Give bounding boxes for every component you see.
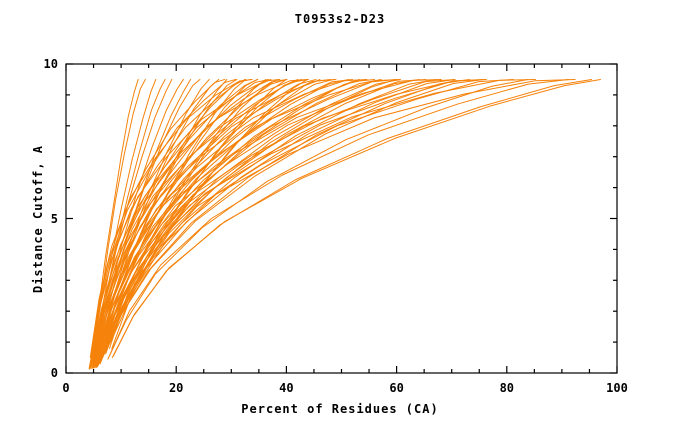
series-line xyxy=(96,78,308,368)
x-tick-label: 40 xyxy=(279,381,294,395)
series-line xyxy=(111,78,593,359)
x-tick-label: 100 xyxy=(606,381,628,395)
series-line xyxy=(98,78,368,351)
series-line xyxy=(93,78,288,357)
y-tick-label: 10 xyxy=(43,57,58,71)
series-line xyxy=(94,78,308,351)
x-axis-label: Percent of Residues (CA) xyxy=(241,402,439,416)
series-line xyxy=(100,78,427,355)
y-tick-label: 5 xyxy=(50,211,58,226)
tick-layer xyxy=(65,63,618,374)
x-tick-label: 80 xyxy=(499,381,515,395)
series-line xyxy=(111,78,576,350)
series-line xyxy=(99,78,397,365)
series-layer xyxy=(88,78,601,370)
series-line xyxy=(100,78,401,351)
series-line xyxy=(92,78,302,363)
series-line xyxy=(95,78,337,351)
series-line xyxy=(91,78,287,363)
series-line xyxy=(101,78,485,359)
series-line xyxy=(92,78,281,352)
x-tick-label: 60 xyxy=(389,381,404,395)
series-line xyxy=(105,78,514,355)
series-line xyxy=(94,78,309,357)
y-tick-label: 0 xyxy=(50,366,58,380)
series-line xyxy=(96,78,354,357)
plot-frame xyxy=(65,63,618,374)
series-line xyxy=(107,78,529,360)
series-line xyxy=(109,78,536,349)
series-line xyxy=(96,78,360,366)
x-tick-label: 0 xyxy=(62,381,70,395)
x-tick-label: 20 xyxy=(168,381,184,395)
series-line xyxy=(102,78,442,350)
series-line xyxy=(105,78,487,351)
series-line xyxy=(89,78,226,359)
series-line xyxy=(90,78,253,352)
series-line xyxy=(109,78,570,355)
chart-title: T0953s2-D23 xyxy=(294,12,386,26)
series-line xyxy=(90,78,237,358)
series-line xyxy=(97,78,299,365)
series-line xyxy=(103,78,485,354)
